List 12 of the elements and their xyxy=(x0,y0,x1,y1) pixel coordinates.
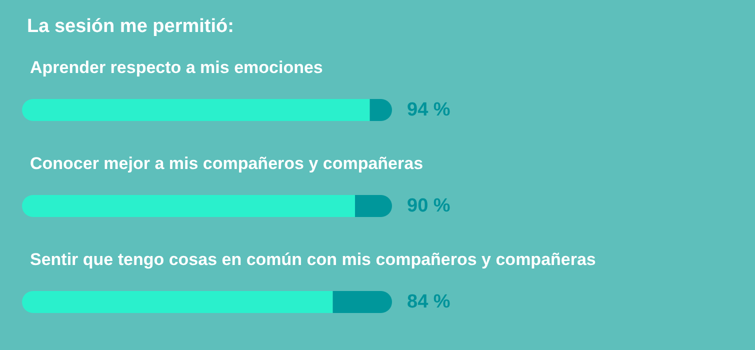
y-tick-label: Aprender respecto a mis emociones xyxy=(30,58,323,77)
data-label: 94 % xyxy=(407,100,450,120)
y-tick-label: Sentir que tengo cosas en común con mis compañeros y compañeras xyxy=(30,250,596,269)
bar xyxy=(22,195,355,217)
data-label: 90 % xyxy=(407,196,450,216)
y-tick-label: Conocer mejor a mis compañeros y compañeras xyxy=(30,154,424,173)
bar xyxy=(22,99,370,121)
data-label: 84 % xyxy=(407,292,450,312)
bar xyxy=(355,195,392,217)
bar xyxy=(332,291,392,313)
bar xyxy=(22,291,333,313)
chart-title: La sesión me permitió: xyxy=(27,16,234,37)
